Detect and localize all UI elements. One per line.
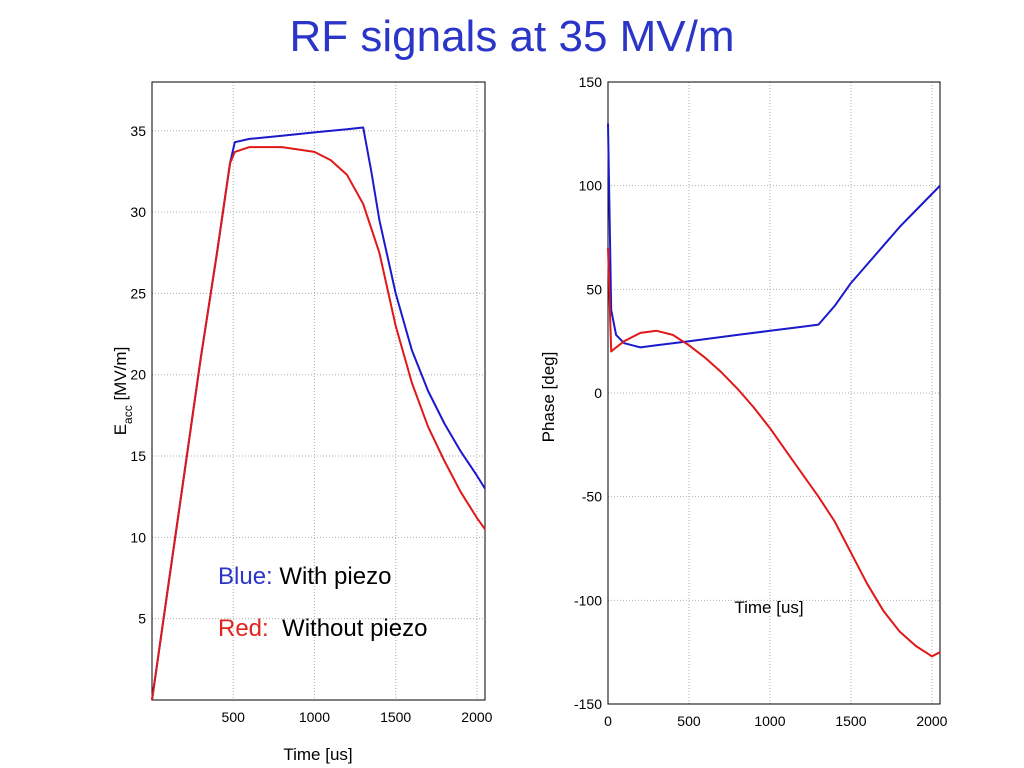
phase-y-tick-label: -50	[582, 489, 602, 505]
eacc-x-tick-label: 1500	[380, 709, 411, 725]
phase-plot-frame	[607, 81, 941, 705]
eacc-x-tick-label: 500	[222, 709, 246, 725]
legend: Blue: With piezo Red: Without piezo	[218, 560, 458, 646]
legend-red-key: Red:	[218, 615, 269, 642]
phase-y-axis-label: Phase [deg]	[539, 352, 558, 443]
phase-tick-labels: 0 500 1000 1500 2000 -150 -100 -50 0 50 100 150	[574, 74, 948, 729]
legend-blue-key: Blue:	[218, 563, 273, 590]
eacc-x-axis-label: Time [us]	[283, 745, 352, 764]
legend-blue-entry: Blue: With piezo	[218, 560, 458, 594]
eacc-y-tick-label: 10	[130, 529, 146, 545]
phase-x-tick-label: 0	[604, 713, 612, 729]
eacc-x-tick-label: 1000	[299, 709, 330, 725]
eacc-y-tick-label: 5	[138, 611, 146, 627]
eacc-y-label-rest: [MV/m]	[111, 347, 130, 406]
phase-x-tick-label: 2000	[916, 713, 947, 729]
phase-x-tick-label: 1000	[754, 713, 785, 729]
eacc-series-red-line	[151, 146, 486, 701]
eacc-tick-labels: 500 1000 1500 2000 5 10 15 20 25 30 35	[130, 123, 492, 725]
eacc-grid	[152, 82, 485, 700]
eacc-plot-frame	[151, 81, 486, 701]
eacc-x-tick-label: 2000	[461, 709, 492, 725]
eacc-y-label-main: E	[111, 424, 130, 435]
phase-y-tick-label: -100	[574, 592, 602, 608]
legend-red-entry: Red: Without piezo	[218, 612, 458, 646]
slide-title: RF signals at 35 MV/m	[289, 12, 735, 61]
phase-y-tick-label: 100	[579, 178, 603, 194]
phase-x-tick-label: 1500	[835, 713, 866, 729]
phase-x-axis-label: Time [us]	[734, 598, 803, 617]
phase-chart: 0 500 1000 1500 2000 -150 -100 -50 0 50 100 150 Tim…	[539, 74, 948, 729]
phase-series-red-line	[607, 247, 941, 658]
legend-blue-text: With piezo	[279, 563, 392, 590]
eacc-y-tick-label: 25	[130, 285, 146, 301]
eacc-y-label-sub: acc	[121, 405, 135, 424]
eacc-y-tick-label: 35	[130, 123, 146, 139]
phase-x-tick-label: 500	[677, 713, 701, 729]
phase-y-tick-label: -150	[574, 696, 602, 712]
phase-y-tick-label: 50	[586, 281, 602, 297]
phase-series-blue-line	[607, 123, 941, 349]
eacc-y-tick-label: 20	[130, 367, 146, 383]
eacc-series-group	[151, 126, 486, 701]
phase-y-tick-label: 0	[594, 385, 602, 401]
phase-series-group	[607, 123, 941, 658]
eacc-y-axis-label: Eacc [MV/m]	[111, 347, 135, 436]
eacc-y-tick-label: 30	[130, 204, 146, 220]
legend-red-text: Without piezo	[282, 615, 428, 642]
phase-y-tick-label: 150	[579, 74, 603, 90]
eacc-chart: 500 1000 1500 2000 5 10 15 20 25 30 35 Time [us] E…	[111, 81, 493, 764]
eacc-y-tick-label: 15	[130, 448, 146, 464]
